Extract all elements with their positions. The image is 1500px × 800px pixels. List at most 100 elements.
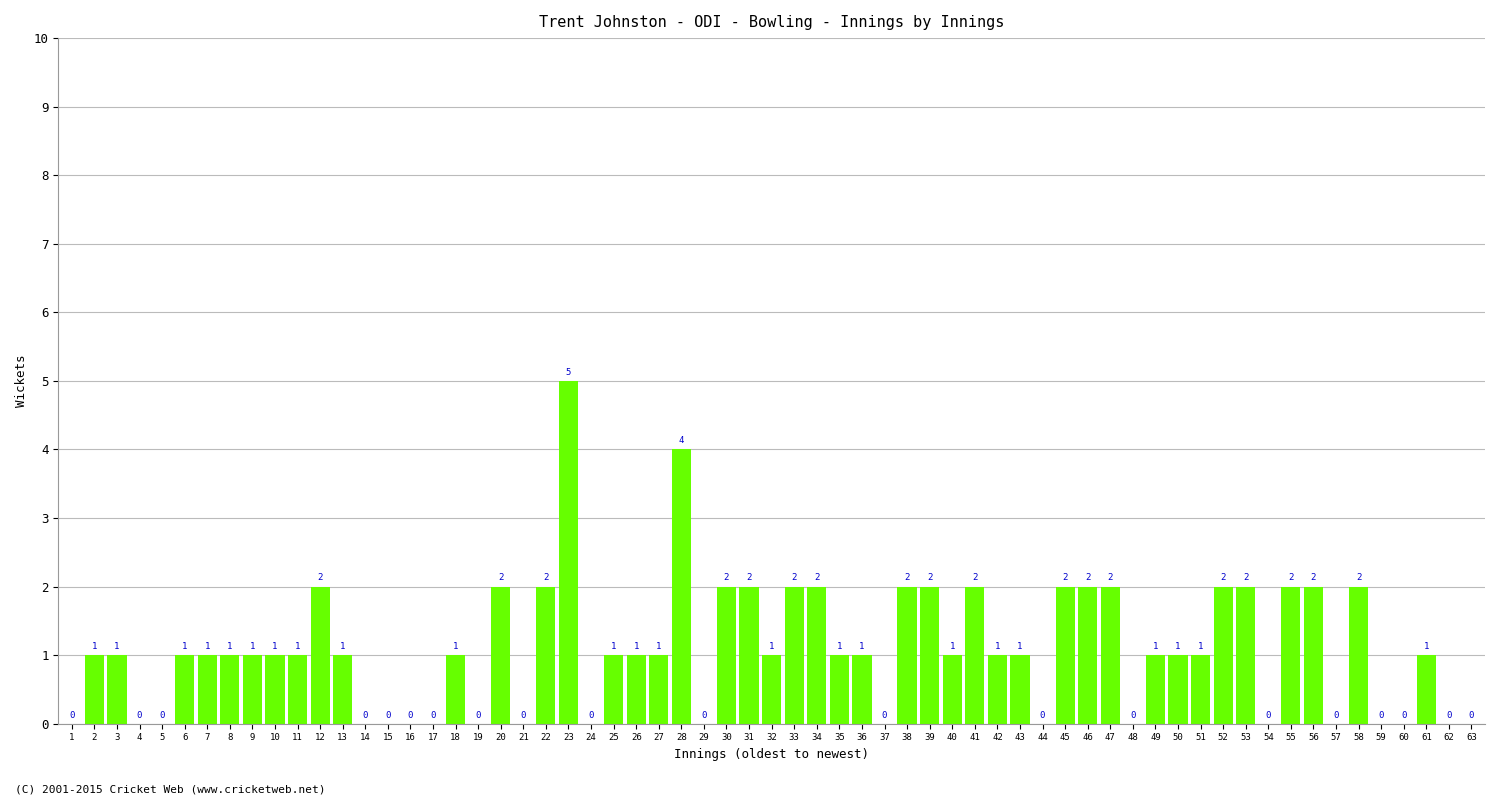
Bar <box>1056 586 1074 724</box>
Bar <box>830 655 849 724</box>
Bar <box>1348 586 1368 724</box>
Text: 1: 1 <box>1152 642 1158 651</box>
Text: 1: 1 <box>859 642 864 651</box>
Bar <box>897 586 916 724</box>
Text: 1: 1 <box>994 642 1000 651</box>
Bar <box>243 655 262 724</box>
Bar <box>310 586 330 724</box>
Bar <box>920 586 939 724</box>
Bar <box>1281 586 1300 724</box>
Bar <box>560 381 578 724</box>
Bar <box>1304 586 1323 724</box>
Bar <box>852 655 871 724</box>
Text: 0: 0 <box>476 710 482 720</box>
Bar <box>1236 586 1256 724</box>
Text: 0: 0 <box>1468 710 1474 720</box>
Text: 1: 1 <box>656 642 662 651</box>
Text: 1: 1 <box>204 642 210 651</box>
Text: 0: 0 <box>1334 710 1338 720</box>
Text: 1: 1 <box>610 642 616 651</box>
Text: 2: 2 <box>815 574 819 582</box>
Bar <box>627 655 646 724</box>
Bar <box>1078 586 1098 724</box>
Bar <box>784 586 804 724</box>
Text: 2: 2 <box>1107 574 1113 582</box>
Text: 0: 0 <box>1130 710 1136 720</box>
Text: 1: 1 <box>182 642 188 651</box>
Text: 1: 1 <box>950 642 956 651</box>
Text: 0: 0 <box>520 710 526 720</box>
Text: 2: 2 <box>543 574 549 582</box>
Text: 1: 1 <box>226 642 232 651</box>
Bar <box>604 655 622 724</box>
Text: 1: 1 <box>1017 642 1023 651</box>
Text: 1: 1 <box>770 642 774 651</box>
Y-axis label: Wickets: Wickets <box>15 354 28 407</box>
Text: 2: 2 <box>318 574 322 582</box>
Text: 1: 1 <box>92 642 98 651</box>
Bar <box>537 586 555 724</box>
Bar <box>333 655 352 724</box>
Text: 0: 0 <box>136 710 142 720</box>
Text: 1: 1 <box>249 642 255 651</box>
Text: 4: 4 <box>678 436 684 446</box>
Bar <box>672 450 692 724</box>
Bar <box>717 586 736 724</box>
Bar <box>1214 586 1233 724</box>
Bar <box>1168 655 1188 724</box>
Text: 0: 0 <box>1040 710 1046 720</box>
Text: 1: 1 <box>296 642 300 651</box>
Text: 0: 0 <box>69 710 75 720</box>
Text: 2: 2 <box>724 574 729 582</box>
X-axis label: Innings (oldest to newest): Innings (oldest to newest) <box>674 748 868 761</box>
Text: 2: 2 <box>972 574 978 582</box>
Text: 0: 0 <box>408 710 413 720</box>
Text: 0: 0 <box>1401 710 1407 720</box>
Bar <box>446 655 465 724</box>
Text: 2: 2 <box>1288 574 1293 582</box>
Text: 0: 0 <box>882 710 886 720</box>
Text: 0: 0 <box>700 710 706 720</box>
Text: 1: 1 <box>340 642 345 651</box>
Bar <box>964 586 984 724</box>
Text: 1: 1 <box>1424 642 1430 651</box>
Text: 2: 2 <box>1221 574 1226 582</box>
Bar <box>288 655 308 724</box>
Bar <box>1191 655 1210 724</box>
Text: (C) 2001-2015 Cricket Web (www.cricketweb.net): (C) 2001-2015 Cricket Web (www.cricketwe… <box>15 784 326 794</box>
Bar <box>807 586 826 724</box>
Text: 2: 2 <box>1062 574 1068 582</box>
Text: 2: 2 <box>904 574 910 582</box>
Text: 2: 2 <box>1084 574 1090 582</box>
Text: 0: 0 <box>430 710 435 720</box>
Text: 2: 2 <box>1244 574 1248 582</box>
Bar <box>1101 586 1120 724</box>
Text: 1: 1 <box>1176 642 1180 651</box>
Bar <box>1416 655 1436 724</box>
Bar <box>762 655 782 724</box>
Text: 1: 1 <box>837 642 842 651</box>
Text: 0: 0 <box>363 710 368 720</box>
Text: 0: 0 <box>386 710 390 720</box>
Bar <box>86 655 104 724</box>
Title: Trent Johnston - ODI - Bowling - Innings by Innings: Trent Johnston - ODI - Bowling - Innings… <box>538 15 1005 30</box>
Bar <box>988 655 1006 724</box>
Bar <box>220 655 240 724</box>
Text: 0: 0 <box>1378 710 1384 720</box>
Text: 2: 2 <box>1311 574 1316 582</box>
Bar <box>490 586 510 724</box>
Text: 0: 0 <box>1446 710 1452 720</box>
Text: 1: 1 <box>453 642 459 651</box>
Text: 2: 2 <box>498 574 504 582</box>
Text: 2: 2 <box>1356 574 1362 582</box>
Bar <box>108 655 126 724</box>
Bar <box>740 586 759 724</box>
Text: 0: 0 <box>588 710 594 720</box>
Text: 5: 5 <box>566 368 572 377</box>
Bar <box>650 655 669 724</box>
Bar <box>198 655 217 724</box>
Text: 2: 2 <box>927 574 933 582</box>
Bar <box>1146 655 1166 724</box>
Text: 1: 1 <box>633 642 639 651</box>
Text: 2: 2 <box>792 574 796 582</box>
